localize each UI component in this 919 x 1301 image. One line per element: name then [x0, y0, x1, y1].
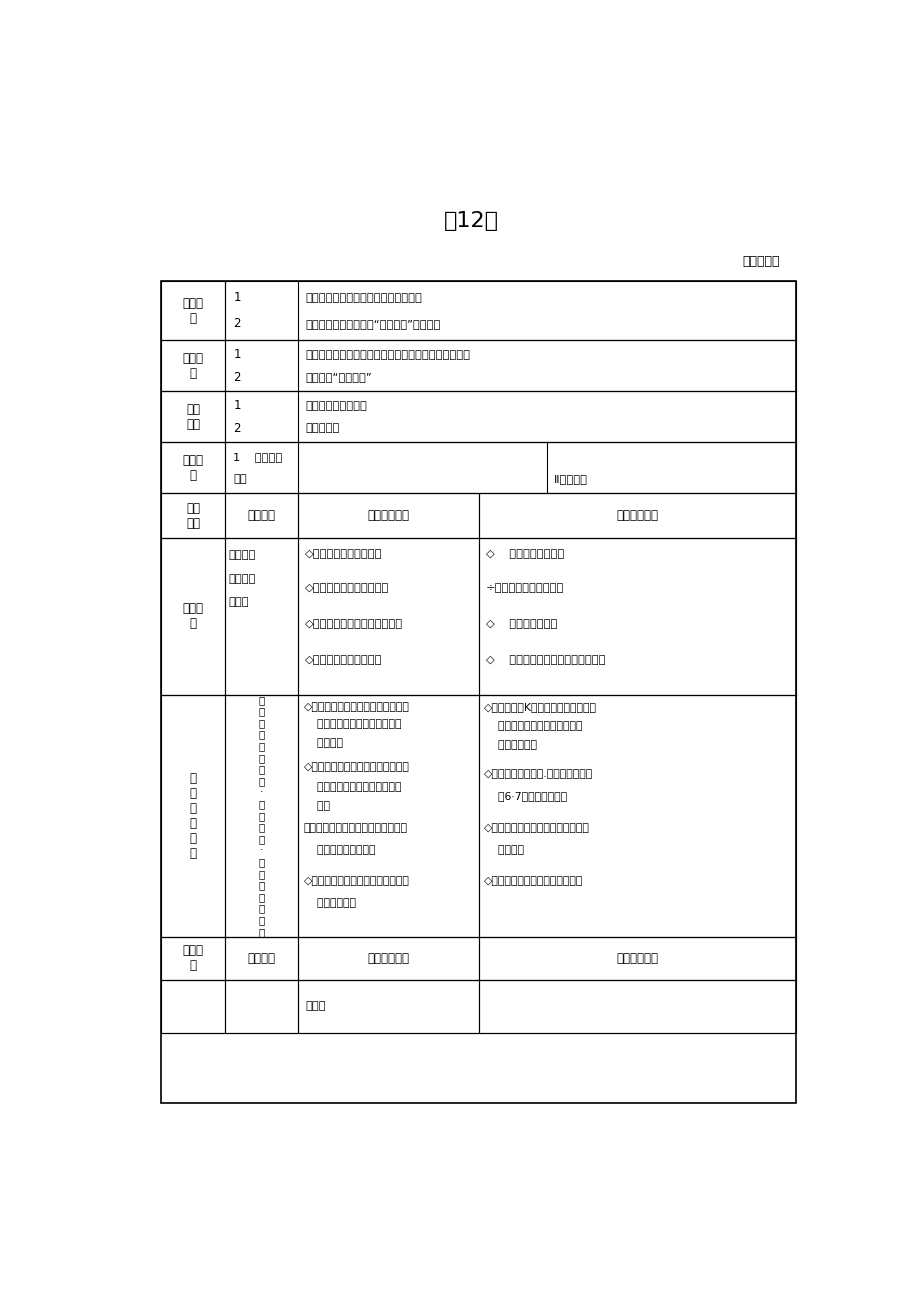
Text: 教学
过程: 教学 过程: [186, 502, 199, 530]
Text: ．跳跃：胞几步，单脚起跳，用手或头触悬挂的物体。: ．跳跃：胞几步，单脚起跳，用手或头触悬挂的物体。: [304, 350, 470, 360]
Text: ．游戏方法: ．游戏方法: [304, 423, 339, 433]
Text: 教学过
程: 教学过 程: [182, 945, 203, 972]
Text: ll有力起跳: ll有力起跳: [553, 474, 587, 484]
Text: ◇组织学生分组进行走胞练习。: ◇组织学生分组进行走胞练习。: [304, 619, 403, 630]
Text: ◇    听口令练习徒手操，活动身心。: ◇ 听口令练习徒手操，活动身心。: [485, 656, 605, 665]
Text: 教师边导边教: 教师边导边教: [367, 510, 409, 523]
Text: 物的动作，提示摆动般充分向: 物的动作，提示摆动般充分向: [303, 718, 402, 729]
Text: 令组织分组练习，体会动作要领。巡: 令组织分组练习，体会动作要领。巡: [303, 822, 407, 833]
Text: 学生边学边练: 学生边学边练: [616, 510, 658, 523]
Text: ◇宣布本课学习内容要求。: ◇宣布本课学习内容要求。: [304, 583, 389, 593]
Text: 1    ．跑跳的: 1 ．跑跳的: [233, 451, 282, 462]
Text: 第12课: 第12课: [444, 211, 498, 232]
Text: 课堂常规

走跑交替

徒手操: 课堂常规 走跑交替 徒手操: [228, 550, 255, 606]
Text: 教学目
标: 教学目 标: [182, 297, 203, 325]
Text: 奖励。: 奖励。: [304, 1002, 325, 1011]
Text: ◇    分组走胞练习。: ◇ 分组走胞练习。: [485, 619, 557, 630]
Text: 教师边导边教: 教师边导边教: [367, 952, 409, 965]
Text: 2: 2: [233, 371, 241, 384]
Text: 1: 1: [233, 291, 241, 304]
Text: ◇师评：对能充分跳起，身体动作协: ◇师评：对能充分跳起，身体动作协: [303, 876, 409, 886]
Text: 1: 1: [233, 399, 241, 412]
Text: 学生边学边练: 学生边学边练: [616, 952, 658, 965]
Text: ◇更习上一步单脚起跳，用手触悬挂: ◇更习上一步单脚起跳，用手触悬挂: [303, 701, 409, 712]
Text: ◇    按要求祯合整队。: ◇ 按要求祯合整队。: [485, 549, 563, 559]
Text: ÷明确学习内容及要求。: ÷明确学习内容及要求。: [485, 583, 563, 593]
Text: ◇观察教如示范动作.两人一组互学互: ◇观察教如示范动作.两人一组互学互: [483, 769, 593, 779]
Text: 教学内
容: 教学内 容: [182, 353, 203, 380]
Text: ◇示范讲解助跑起跳触悬挂物的动作: ◇示范讲解助跑起跳触悬挂物的动作: [303, 762, 409, 773]
Text: ◇在教师提示K分组更习，体会起跳时: ◇在教师提示K分组更习，体会起跳时: [483, 701, 596, 712]
Text: ◇指导学生练习徒手操。: ◇指导学生练习徒手操。: [304, 656, 382, 665]
Text: 1: 1: [233, 349, 241, 362]
Text: ◇两人分组练习，互相观看并纠正完: ◇两人分组练习，互相观看并纠正完: [483, 822, 590, 833]
Text: ．敢于与强手竞争，有“攀登高峰”的愿望。: ．敢于与强手竞争，有“攀登高峰”的愿望。: [304, 319, 440, 329]
Text: 力。: 力。: [303, 801, 330, 811]
Text: 的动作要领。: 的动作要领。: [483, 740, 537, 751]
Text: 教学
重点: 教学 重点: [186, 403, 199, 431]
Text: ．游戏：“紧登高峰”: ．游戏：“紧登高峰”: [304, 372, 371, 382]
Text: 方法，重点强调起跳腿迅速有: 方法，重点强调起跳腿迅速有: [303, 782, 402, 791]
Text: 调的同学给与: 调的同学给与: [303, 898, 356, 908]
Text: ◇观察队形，检查常规。: ◇观察队形，检查常规。: [304, 549, 382, 559]
Text: 2: 2: [233, 422, 241, 435]
Text: 衡丰: 衡丰: [233, 474, 247, 484]
Text: 上摆起，: 上摆起，: [303, 738, 343, 748]
Text: 教学时间；: 教学时间；: [742, 255, 779, 268]
Text: 教学难
点: 教学难 点: [182, 454, 203, 481]
Text: 几
起
头
物
胞
脚
觸
的
·
单
价
挂
跃
·
三
悬
跳
步
跳
触
体: 几 起 头 物 胞 脚 觸 的 · 单 价 挂 跃 · 三 悬 跳 步 跳 触 …: [258, 695, 264, 937]
Text: 2: 2: [233, 317, 241, 330]
Text: ．单脚向上跳起动作: ．单脚向上跳起动作: [304, 401, 367, 411]
Text: 回指导，纠正错误。: 回指导，纠正错误。: [303, 844, 376, 855]
Text: 教学内容: 教学内容: [247, 952, 275, 965]
Text: 导入阶
段: 导入阶 段: [182, 602, 203, 631]
Text: 教学内容: 教学内容: [247, 510, 275, 523]
Text: ．能做出起跳腿用力给地的起跳动作。: ．能做出起跳腿用力给地的起跳动作。: [304, 293, 421, 303]
Text: ◇认真听师评，并进行自我小结。: ◇认真听师评，并进行自我小结。: [483, 876, 583, 886]
Text: 善动作。: 善动作。: [483, 844, 524, 855]
Text: 作
习
段
合
学
阶: 作 习 段 合 学 阶: [189, 771, 197, 860]
Text: 两臂配合接动腿向前上方接起: 两臂配合接动腿向前上方接起: [483, 721, 583, 731]
Text: 练6·7次，相互纠错。: 练6·7次，相互纠错。: [483, 791, 567, 801]
